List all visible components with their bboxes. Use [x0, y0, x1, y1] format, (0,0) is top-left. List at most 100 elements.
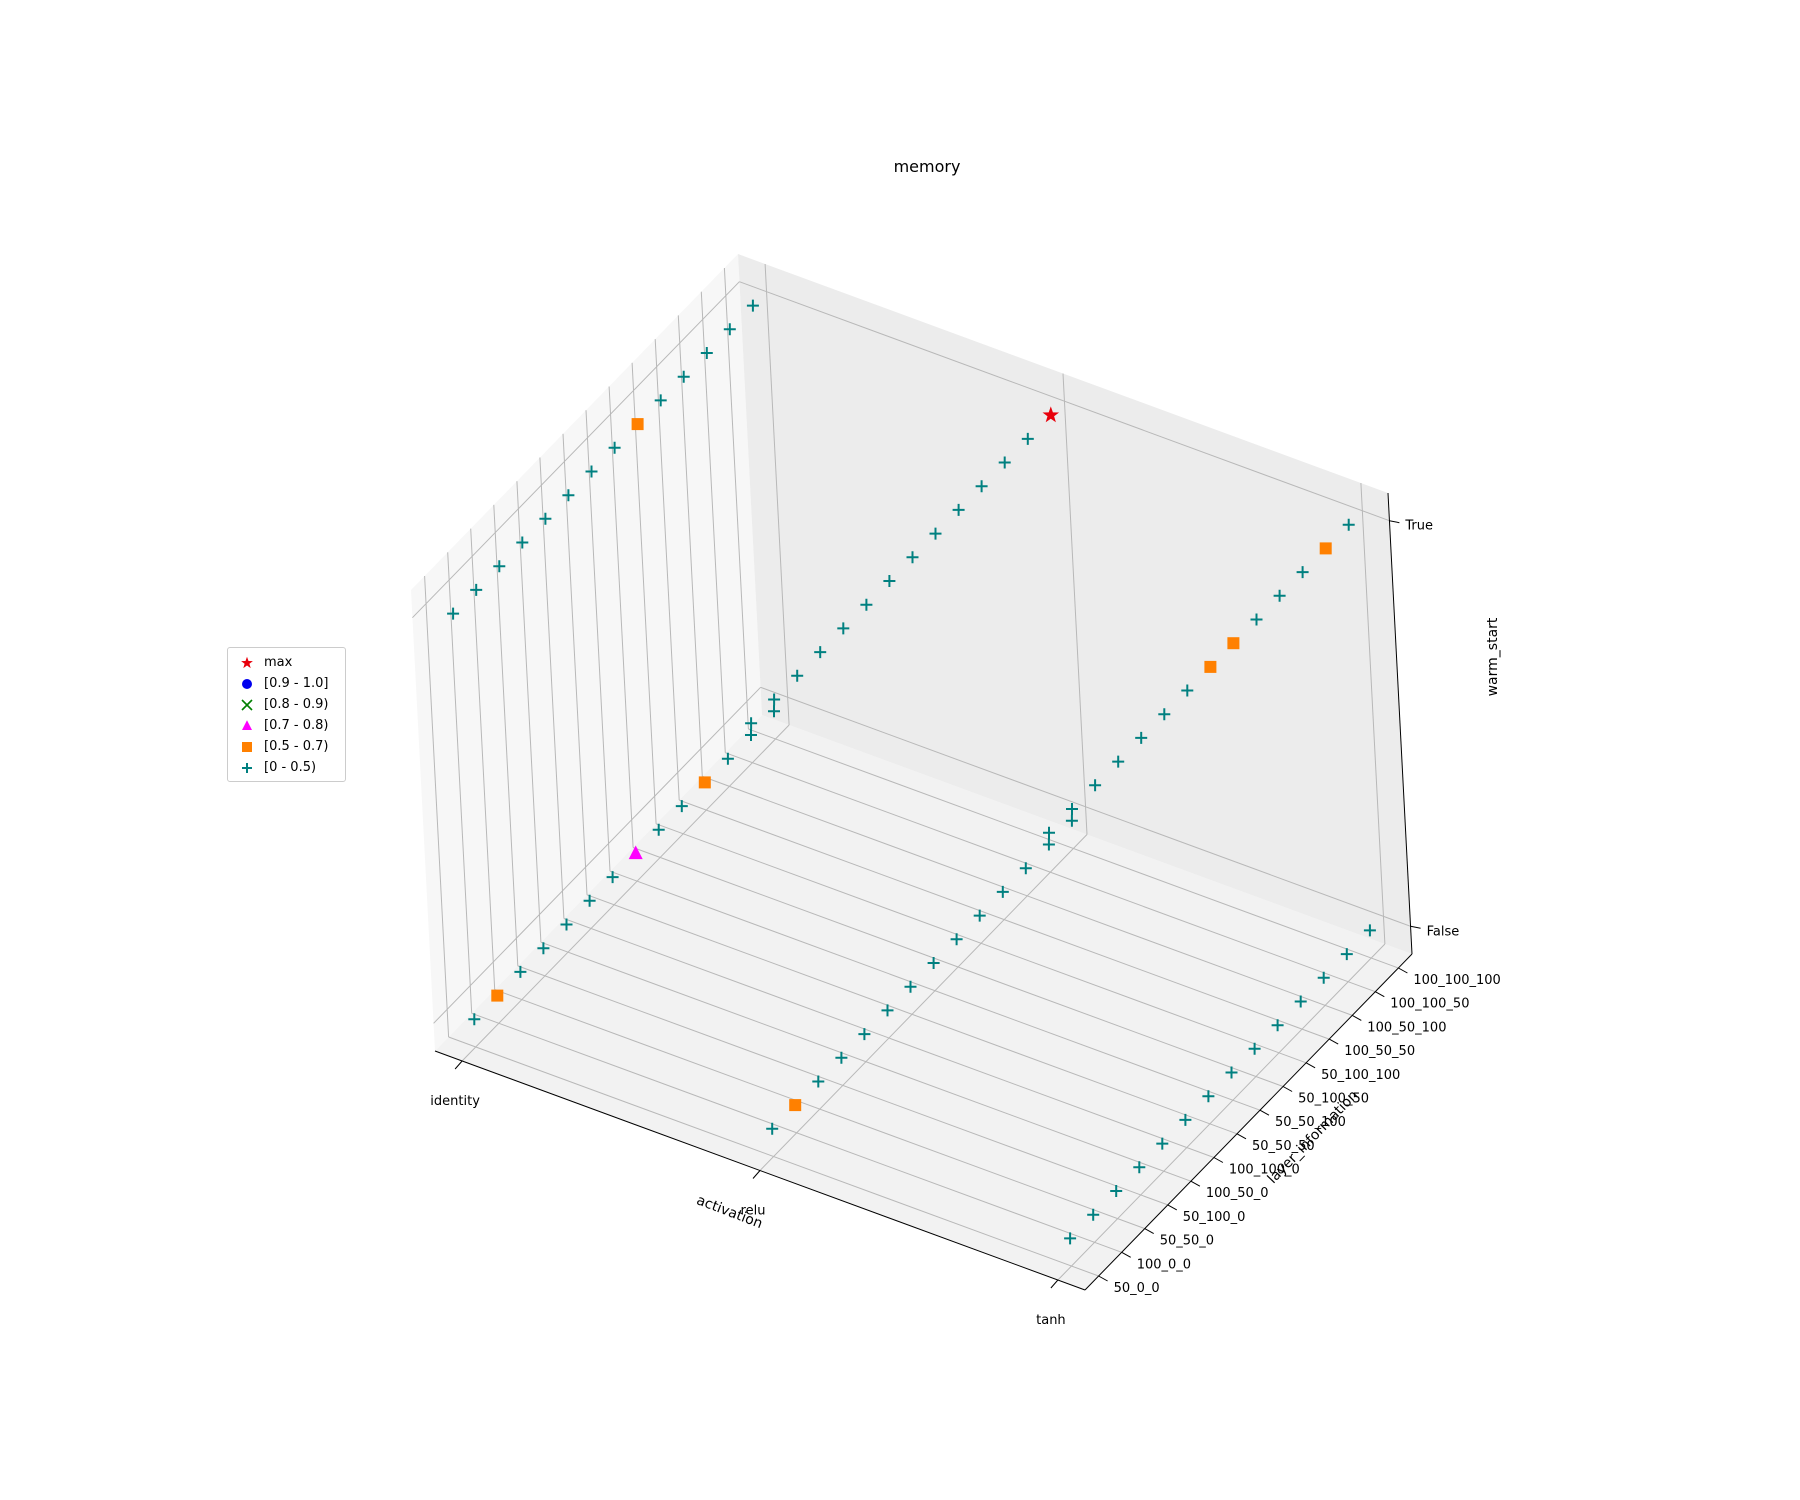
grid-line-layer	[448, 1036, 1099, 1277]
data-point	[1248, 1042, 1261, 1055]
legend-label: [0.9 - 1.0]	[264, 676, 329, 691]
tick-activation	[454, 1060, 463, 1070]
legend-marker-x-icon	[241, 698, 253, 711]
grid-line-layer	[563, 918, 1215, 1158]
tick-label-layer-information: 50_100_0	[1183, 1210, 1246, 1225]
legend-label: [0 - 0.5)	[264, 760, 317, 775]
legend-marker-circle-icon	[242, 678, 252, 689]
legend-marker	[242, 762, 252, 773]
data-point	[493, 560, 506, 573]
grid-line-layer	[540, 941, 1192, 1182]
data-point	[745, 717, 758, 730]
data-point	[583, 894, 596, 907]
data-point	[1363, 924, 1376, 937]
tick-label-warm-start: True	[1404, 519, 1433, 534]
data-point	[766, 1122, 779, 1135]
tick-label-activation: tanh	[1036, 1313, 1066, 1328]
data-point	[791, 669, 804, 682]
data-point	[973, 909, 986, 922]
data-point	[1340, 948, 1353, 961]
grid-line-layer	[632, 847, 1284, 1087]
data-point	[1133, 1161, 1146, 1174]
data-point	[1156, 1137, 1169, 1150]
grid-lines	[412, 263, 1411, 1281]
data-point	[1019, 862, 1032, 875]
grid-line-warm-start	[739, 281, 1390, 522]
data-point	[628, 845, 643, 860]
warm-start-axis-line	[1387, 492, 1413, 955]
legend-marker-star-icon	[241, 656, 253, 668]
data-point	[883, 575, 896, 587]
grid-line-layer	[679, 799, 1330, 1040]
axes-panes	[411, 254, 1412, 1290]
tick-layer-information	[1398, 967, 1408, 974]
data-point	[1089, 779, 1102, 792]
data-point	[768, 693, 781, 706]
data-point	[514, 965, 527, 978]
data-point	[1135, 731, 1148, 744]
data-point	[1273, 589, 1286, 602]
data-point	[1042, 406, 1060, 423]
data-point	[654, 394, 667, 407]
legend-label: [0.8 - 0.9)	[264, 697, 329, 712]
tick-layer-information	[1190, 1180, 1201, 1187]
grid-line-layer	[585, 410, 611, 872]
data-point	[700, 347, 713, 359]
tick-warm-start	[1410, 925, 1421, 929]
data-point	[1066, 803, 1078, 815]
legend-marker	[242, 741, 252, 752]
data-point	[929, 527, 942, 540]
data-point	[975, 480, 988, 493]
tick-layer-information	[1144, 1228, 1154, 1235]
pane-left-wall	[411, 254, 762, 1051]
chart-title: memory	[894, 157, 961, 176]
data-point	[745, 729, 757, 741]
legend-item: [0 - 0.5)	[228, 757, 345, 778]
data-point	[1043, 826, 1055, 839]
tick-warm-start	[1389, 520, 1400, 524]
data-points	[447, 299, 1376, 1245]
legend-item: [0.7 - 0.8)	[228, 715, 345, 736]
tick-label-layer-information: 50_100_50	[1298, 1092, 1369, 1107]
data-point	[652, 823, 665, 836]
tick-activation	[1050, 1279, 1059, 1289]
z-axis-label: warm_start	[1485, 617, 1501, 696]
tick-layer-information	[1375, 991, 1385, 998]
legend-marker-square-icon	[242, 741, 252, 752]
tick-label-layer-information: 50_0_0	[1114, 1281, 1160, 1296]
grid-line-layer	[471, 1012, 1122, 1253]
data-point	[837, 622, 850, 635]
tick-labels: identity relu tanh 50_0_0 100_0_0 50_50_0 50_1…	[430, 519, 1501, 1328]
data-point	[677, 370, 690, 383]
data-point	[1042, 838, 1055, 851]
grid-line-layer	[517, 965, 1168, 1206]
tick-layer-information	[1236, 1133, 1247, 1140]
data-point	[812, 1075, 825, 1088]
legend-label: [0.5 - 0.7)	[264, 739, 329, 754]
grid-line-layer	[677, 315, 703, 777]
data-point	[608, 441, 621, 454]
grid-line-layer	[586, 894, 1238, 1135]
data-point	[1250, 613, 1263, 626]
data-point	[491, 989, 504, 1002]
grid-line-layer	[725, 752, 1376, 993]
grid-line-layer	[654, 339, 680, 801]
data-point	[904, 980, 917, 993]
legend-marker-triangle-icon	[242, 719, 252, 730]
legend-marker	[241, 656, 253, 668]
grid-line-layer	[700, 291, 726, 753]
legend-item: [0.8 - 0.9)	[228, 694, 345, 715]
tick-layer-information	[1213, 1157, 1224, 1163]
tick-label-layer-information: 100_100_50	[1390, 997, 1469, 1012]
data-point	[1342, 518, 1355, 531]
data-point	[1294, 995, 1307, 1008]
layer-information-axis-line	[1084, 953, 1413, 1291]
data-point	[789, 1099, 802, 1112]
legend-label: [0.7 - 0.8)	[264, 718, 329, 733]
data-point	[1179, 1113, 1192, 1126]
data-point	[468, 1013, 481, 1026]
tick-label-layer-information: 100_0_0	[1137, 1257, 1191, 1272]
data-point	[1204, 660, 1217, 673]
grid-line-layer	[631, 362, 657, 824]
tick-label-layer-information: 50_50_0	[1160, 1234, 1214, 1249]
